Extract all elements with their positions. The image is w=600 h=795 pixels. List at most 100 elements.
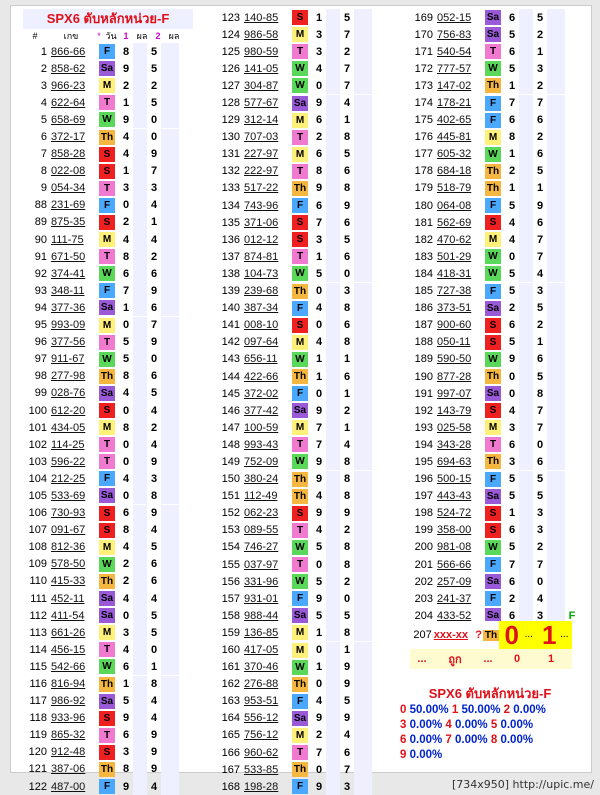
row-digit-2: 8 [343,336,351,349]
row-gap-2 [354,726,372,744]
row-day: T [99,180,115,196]
row-gap-2 [547,162,565,180]
row-gap-1 [326,419,340,437]
row-value: 241-37 [437,592,472,605]
table-row: 115 542-66 W 6 1 [23,658,193,676]
row-value: 622-64 [51,96,86,109]
row-number: 168 [221,780,240,793]
table-row: 176 445-81 M 8 2 [409,128,584,146]
row-digit-2: 9 [536,199,544,212]
row-gap-2 [547,145,565,163]
row-number: 94 [34,301,47,314]
row-value: 143-79 [437,404,472,417]
row-value: 433-52 [437,609,472,622]
stat-percent: 0.00% [409,719,443,731]
row-number: 160 [221,644,240,657]
row-value: 112-49 [244,490,278,503]
row-day: Th [292,762,308,778]
row-gap-2 [161,282,179,300]
row-gap-1 [133,350,147,368]
row-digit-2: 3 [536,285,544,298]
row-digit-1: 8 [508,131,516,144]
row-day: M [292,420,308,436]
row-gap-1 [326,538,340,556]
row-gap-2 [354,248,372,266]
row-gap-2 [354,9,372,27]
row-digit-1: 0 [122,199,130,212]
row-number: 202 [414,575,433,588]
row-number: 146 [221,404,240,417]
row-number: 173 [414,79,433,92]
row-value: 900-60 [437,319,472,332]
hdr-c1: 1 [123,31,129,41]
hdr-num: # [32,31,38,41]
row-day: T [292,437,308,453]
table-row: 189 590-50 W 9 6 [409,350,584,368]
row-gap-1 [326,504,340,522]
row-gap-1 [326,179,340,197]
row-day: T [99,454,115,470]
row-digit-2: 9 [150,148,158,161]
row-digit-2: 5 [343,233,351,246]
row-digit-1: 1 [122,301,130,314]
row-gap-1 [133,60,147,78]
row-value: 411-54 [51,609,85,622]
row-number: 174 [414,97,433,110]
row-number: 132 [221,165,240,178]
rows-col-3: 169 052-15 Sa 6 5 170 756-83 Sa 5 2 171 540-54 T 6 1 17… [409,9,584,659]
row-gap-2 [161,504,179,522]
row-digit-2: 2 [343,404,351,417]
row-gap-1 [133,555,147,573]
row-gap-1 [326,778,340,795]
row-day: M [292,334,308,350]
row-gap-2 [354,538,372,556]
row-gap-2 [161,299,179,317]
row-number: 180 [414,199,433,212]
row-gap-1 [519,573,533,591]
column-header: # เกข * วัน 1 ผล 2 ผล [23,29,193,43]
row-gap-1 [326,282,340,300]
row-digit-1: 0 [122,404,130,417]
row-gap-2 [547,487,565,505]
table-row: 169 052-15 Sa 6 5 [409,9,584,27]
row-gap-2 [161,316,179,334]
row-number: 150 [221,473,240,486]
row-day: M [292,27,308,43]
row-value: 097-64 [244,336,279,349]
table-row: 157 931-01 F 9 0 [216,590,386,608]
row-digit-1: 5 [508,473,516,486]
row-gap-1 [326,641,340,659]
row-value: 743-96 [244,199,279,212]
row-digit-2: 0 [536,575,544,588]
row-gap-2 [161,572,179,590]
row-digit-1: 9 [122,62,130,75]
row-day: Sa [485,300,501,316]
row-value: 227-97 [244,148,279,161]
row-gap-1 [326,607,340,625]
row-day: F [99,471,115,487]
row-number: 108 [28,541,47,554]
stats-line: 3 0.00% 4 0.00% 5 0.00% [400,719,580,734]
row-digit-2: 4 [150,695,158,708]
row-gap-2 [161,624,179,642]
row-day: M [292,727,308,743]
row-value: 371-06 [244,216,279,229]
row-digit-1: 2 [315,131,323,144]
table-row: 126 141-05 W 4 7 [216,60,386,78]
row-day: Sa [485,608,501,624]
table-row: 159 136-85 M 1 8 [216,624,386,642]
row-gap-1 [519,299,533,317]
table-row: 130 707-03 T 2 8 [216,128,386,146]
row-value: 025-58 [437,421,472,434]
row-digit-1: 1 [315,250,323,263]
table-row: 7 858-28 S 4 9 [23,145,193,163]
row-day: F [292,779,308,795]
row-value: 114-25 [51,438,85,451]
row-day: T [485,44,501,60]
row-gap-1 [133,299,147,317]
row-day: W [485,146,501,162]
row-gap-2 [161,111,179,129]
table-row: 196 500-15 F 5 5 [409,470,584,488]
row-day: T [292,44,308,60]
row-digit-2: 4 [150,592,158,605]
